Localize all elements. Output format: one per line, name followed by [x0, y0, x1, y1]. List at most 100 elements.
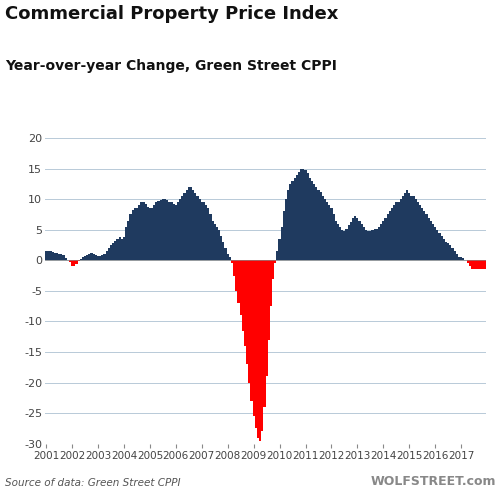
Bar — [231, 260, 233, 263]
Bar — [410, 196, 412, 260]
Bar — [112, 243, 114, 260]
Bar — [266, 260, 268, 377]
Bar — [129, 214, 132, 260]
Bar — [257, 260, 259, 438]
Bar — [449, 245, 451, 260]
Bar — [207, 209, 209, 260]
Bar — [224, 248, 226, 260]
Bar — [313, 184, 315, 260]
Bar — [166, 200, 168, 260]
Bar — [393, 205, 395, 260]
Bar — [374, 229, 376, 260]
Bar — [123, 237, 125, 260]
Bar — [466, 260, 468, 263]
Bar — [99, 256, 101, 260]
Bar — [237, 260, 239, 303]
Bar — [285, 199, 287, 260]
Bar — [309, 178, 311, 260]
Bar — [346, 229, 348, 260]
Bar — [170, 202, 173, 260]
Bar — [363, 227, 365, 260]
Bar — [138, 205, 140, 260]
Bar — [84, 256, 86, 260]
Bar — [75, 260, 78, 264]
Bar — [110, 245, 112, 260]
Bar — [445, 242, 447, 260]
Bar — [434, 227, 436, 260]
Bar — [423, 211, 425, 260]
Bar — [395, 202, 397, 260]
Text: Commercial Property Price Index: Commercial Property Price Index — [5, 5, 338, 23]
Bar — [330, 209, 333, 260]
Bar — [468, 260, 471, 266]
Bar — [315, 187, 318, 260]
Bar — [335, 220, 337, 260]
Bar — [348, 225, 350, 260]
Bar — [453, 251, 456, 260]
Bar — [404, 193, 406, 260]
Bar — [320, 192, 322, 260]
Text: WOLFSTREET.com: WOLFSTREET.com — [371, 475, 496, 488]
Bar — [116, 239, 119, 260]
Bar — [192, 190, 194, 260]
Bar — [140, 202, 142, 260]
Bar — [484, 260, 486, 270]
Bar — [121, 239, 123, 260]
Bar — [307, 174, 309, 260]
Bar — [382, 220, 384, 260]
Bar — [369, 231, 371, 260]
Bar — [164, 199, 166, 260]
Bar — [356, 217, 358, 260]
Bar — [153, 205, 155, 260]
Bar — [305, 170, 307, 260]
Bar — [428, 217, 430, 260]
Bar — [155, 202, 157, 260]
Bar — [451, 248, 453, 260]
Bar — [45, 251, 47, 260]
Bar — [142, 202, 144, 260]
Bar — [473, 260, 475, 270]
Bar — [127, 220, 129, 260]
Bar — [399, 199, 402, 260]
Bar — [402, 196, 404, 260]
Bar — [287, 190, 289, 260]
Bar — [380, 224, 382, 260]
Bar — [119, 237, 121, 260]
Bar — [242, 260, 244, 331]
Bar — [367, 231, 369, 260]
Bar — [264, 260, 266, 407]
Bar — [408, 193, 410, 260]
Bar — [175, 205, 177, 260]
Bar — [333, 214, 335, 260]
Bar — [350, 222, 352, 260]
Bar — [272, 260, 274, 279]
Bar — [387, 214, 389, 260]
Bar — [337, 224, 339, 260]
Bar — [144, 204, 147, 260]
Bar — [438, 233, 440, 260]
Bar — [149, 209, 151, 260]
Bar — [106, 251, 108, 260]
Bar — [268, 260, 270, 340]
Bar — [475, 260, 477, 270]
Bar — [88, 254, 91, 260]
Bar — [183, 193, 185, 260]
Bar — [440, 236, 443, 260]
Bar — [277, 251, 279, 260]
Bar — [71, 260, 73, 266]
Bar — [95, 255, 97, 260]
Bar — [218, 230, 220, 260]
Bar — [58, 253, 60, 260]
Bar — [213, 224, 216, 260]
Bar — [86, 255, 88, 260]
Bar — [281, 227, 283, 260]
Bar — [302, 169, 305, 260]
Bar — [259, 260, 261, 441]
Bar — [162, 199, 164, 260]
Bar — [114, 241, 116, 260]
Bar — [443, 239, 445, 260]
Bar — [371, 230, 374, 260]
Bar — [108, 248, 110, 260]
Bar — [389, 211, 391, 260]
Bar — [235, 260, 237, 291]
